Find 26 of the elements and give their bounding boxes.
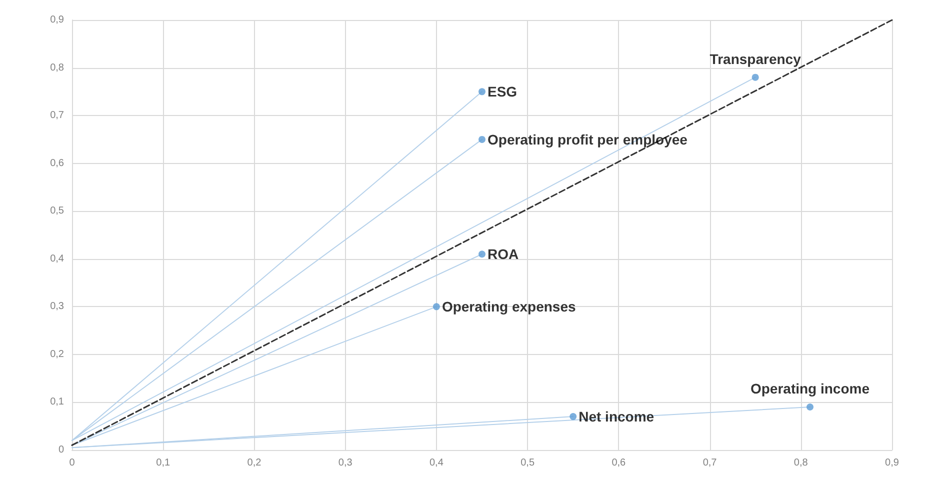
y-tick-label: 0,5 <box>50 206 64 217</box>
x-tick-label: 0 <box>69 458 76 468</box>
y-tick-label: 0,6 <box>50 158 64 169</box>
x-tick-label: 0,7 <box>702 458 718 468</box>
series-label: Transparency <box>710 50 802 67</box>
series-label: Net income <box>578 408 654 425</box>
x-tick-label: 0,4 <box>429 458 444 468</box>
y-tick-label: 0,1 <box>50 396 64 408</box>
y-tick-label: 0,7 <box>50 110 64 122</box>
x-tick-label: 0,9 <box>885 458 900 468</box>
series-label: Operating income <box>750 380 870 396</box>
x-tick-label: 0,2 <box>247 458 262 468</box>
y-tick-label: 0,9 <box>50 14 64 26</box>
x-tick-label: 0,3 <box>338 458 353 468</box>
y-tick-label: 0,4 <box>50 253 64 264</box>
y-tick-label: 0,2 <box>50 348 64 360</box>
series-label: Operating expenses <box>442 298 576 315</box>
x-tick-label: 0,1 <box>156 458 170 468</box>
y-tick-label: 0 <box>58 444 64 456</box>
series-label: ESG <box>488 84 518 100</box>
x-tick-label: 0,8 <box>794 458 808 468</box>
y-tick-label: 0,8 <box>50 62 64 74</box>
x-tick-label: 0,5 <box>520 458 535 468</box>
series-label: ROA <box>488 246 519 262</box>
x-tick-label: 0,6 <box>612 458 626 468</box>
y-tick-label: 0,3 <box>50 301 64 312</box>
